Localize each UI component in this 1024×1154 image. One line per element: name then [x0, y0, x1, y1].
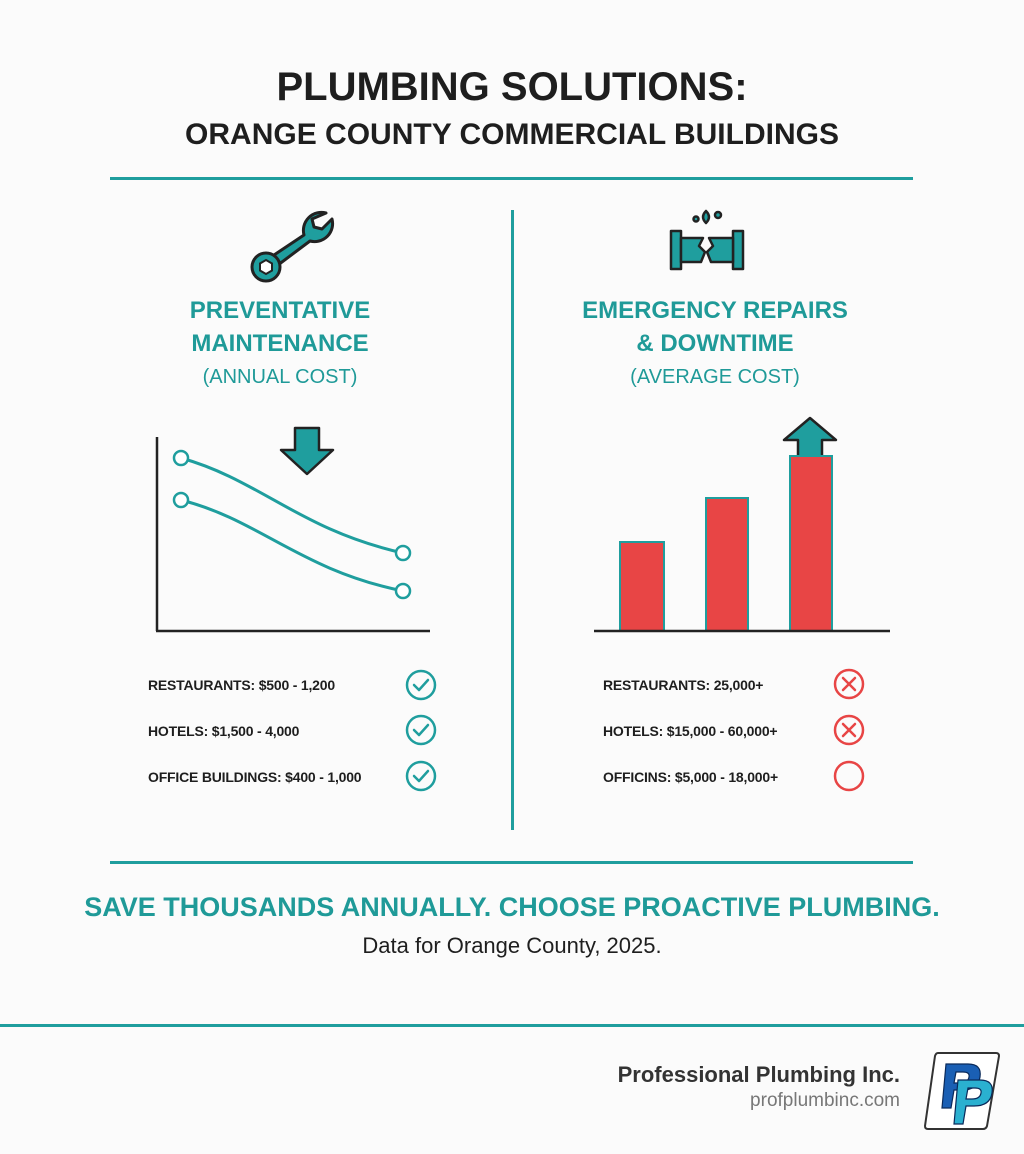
center-divider [511, 210, 514, 830]
right-heading-1: EMERGENCY REPAIRS [582, 297, 848, 324]
tagline: SAVE THOUSANDS ANNUALLY. CHOOSE PROACTIV… [84, 892, 940, 922]
title-line-2: ORANGE COUNTY COMMERCIAL BUILDINGS [185, 118, 839, 151]
right-heading-2: & DOWNTIME [636, 330, 794, 357]
arrow-down-icon [279, 426, 335, 476]
line-lower [180, 498, 404, 593]
point [394, 544, 412, 562]
bottom-divider [110, 861, 913, 864]
wrench-icon [250, 210, 335, 283]
title-line-1: PLUMBING SOLUTIONS: [276, 65, 748, 109]
footer-divider [0, 1024, 1024, 1027]
check-circle-icon [405, 760, 437, 792]
check-circle-icon [405, 714, 437, 746]
right-item-restaurants: RESTAURANTS: 25,000+ [603, 677, 764, 693]
company-logo [924, 1052, 1000, 1130]
right-subheading: (AVERAGE COST) [630, 366, 800, 388]
logo-letter-p-light [953, 1079, 993, 1125]
point [172, 449, 190, 467]
bar [705, 497, 749, 632]
x-circle-icon [833, 714, 865, 746]
right-item-hotels: HOTELS: $15,000 - 60,000+ [603, 723, 778, 739]
left-item-hotels: HOTELS: $1,500 - 4,000 [148, 723, 300, 739]
x-icons [833, 668, 865, 792]
maintenance-cost-line-chart [155, 426, 430, 633]
left-heading-2: MAINTENANCE [191, 330, 369, 357]
point [394, 582, 412, 600]
left-heading-1: PREVENTATIVE [189, 297, 371, 324]
arrow-up-icon [782, 416, 838, 462]
x-circle-icon [833, 668, 865, 700]
burst-pipe-icon [669, 209, 745, 271]
point [172, 491, 190, 509]
check-icons [405, 669, 437, 792]
check-circle-icon [405, 669, 437, 701]
emergency-cost-bar-chart [594, 416, 890, 633]
left-subheading: (ANNUAL COST) [202, 366, 358, 388]
line-upper [180, 456, 404, 555]
left-item-offices: OFFICE BUILDINGS: $400 - 1,000 [148, 769, 362, 785]
bar [619, 541, 665, 632]
data-note: Data for Orange County, 2025. [362, 933, 662, 958]
right-item-offices: OFFICINS: $5,000 - 18,000+ [603, 769, 778, 785]
bar [789, 455, 833, 632]
empty-circle-icon [833, 760, 865, 792]
company-name: Professional Plumbing Inc. [617, 1062, 900, 1087]
company-url[interactable]: profplumbinc.com [750, 1090, 900, 1111]
left-item-restaurants: RESTAURANTS: $500 - 1,200 [148, 677, 335, 693]
top-divider [110, 177, 913, 180]
